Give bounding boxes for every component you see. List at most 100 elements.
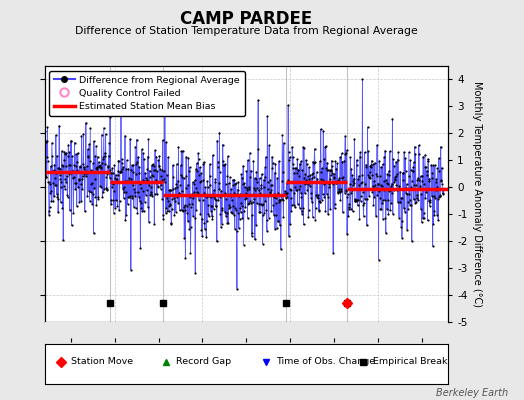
Point <box>218 205 226 211</box>
Point <box>334 188 343 195</box>
Point <box>79 172 87 179</box>
Point <box>412 195 421 202</box>
Point <box>413 192 421 198</box>
Point <box>247 233 256 239</box>
Point <box>286 221 294 228</box>
Point <box>180 204 188 210</box>
Point <box>325 167 334 173</box>
Point <box>180 234 189 241</box>
Point <box>263 217 271 223</box>
Point <box>283 190 291 196</box>
Point <box>324 184 333 191</box>
Point <box>431 162 439 168</box>
Point <box>260 174 269 180</box>
Point <box>145 219 153 225</box>
Point <box>316 126 325 132</box>
Point <box>85 141 93 147</box>
Point <box>71 186 80 192</box>
Point <box>143 166 151 172</box>
Point <box>323 167 332 173</box>
Point <box>42 174 50 180</box>
Point <box>345 186 354 192</box>
Point <box>233 191 242 197</box>
Point <box>200 220 209 226</box>
Point <box>367 162 375 168</box>
Point <box>151 180 160 186</box>
Point <box>61 186 69 193</box>
Point <box>406 202 414 208</box>
Point <box>388 190 396 197</box>
Point <box>368 172 376 179</box>
Point <box>372 170 380 177</box>
Point <box>330 175 338 182</box>
Point <box>206 202 215 209</box>
Point <box>333 179 341 185</box>
Point <box>328 170 336 176</box>
Point <box>401 168 410 174</box>
Point <box>173 178 182 184</box>
Point <box>318 196 326 203</box>
Point <box>198 216 206 222</box>
Point <box>325 181 333 187</box>
Point <box>188 201 196 207</box>
Point <box>97 163 105 170</box>
Point <box>420 215 428 222</box>
Point <box>161 210 170 216</box>
Point <box>399 177 408 183</box>
Point <box>279 197 287 204</box>
Point <box>59 183 68 189</box>
Point <box>62 150 70 156</box>
Point <box>221 161 230 167</box>
Point <box>327 168 335 174</box>
Point <box>278 169 287 175</box>
Point <box>330 174 339 180</box>
Point <box>263 228 271 234</box>
Point <box>423 172 431 179</box>
Point <box>287 195 296 201</box>
Point <box>289 202 298 208</box>
Point <box>328 157 336 164</box>
Point <box>117 156 126 163</box>
Point <box>365 174 374 180</box>
Point <box>336 154 344 160</box>
Text: Record Gap: Record Gap <box>176 358 231 366</box>
Point <box>138 208 146 214</box>
Point <box>435 155 443 162</box>
Point <box>225 205 233 211</box>
Point <box>328 162 336 169</box>
Point <box>307 190 315 196</box>
Point <box>107 201 115 207</box>
Point <box>217 188 225 194</box>
Point <box>297 158 305 164</box>
Point <box>81 208 89 214</box>
Point <box>94 159 103 165</box>
Point <box>74 184 82 190</box>
Point <box>356 198 365 204</box>
Point <box>391 174 399 180</box>
Point <box>183 182 192 188</box>
Point <box>187 250 195 256</box>
Point <box>410 182 419 188</box>
Point <box>135 170 143 177</box>
Point <box>360 186 368 192</box>
Point <box>396 199 404 206</box>
Point <box>71 179 80 186</box>
Point <box>259 211 267 218</box>
Point <box>69 167 77 174</box>
Point <box>53 165 62 172</box>
Point <box>381 147 389 154</box>
Point <box>362 164 370 170</box>
Point <box>100 186 108 192</box>
Point <box>47 198 56 204</box>
Legend: Difference from Regional Average, Quality Control Failed, Estimated Station Mean: Difference from Regional Average, Qualit… <box>49 71 245 116</box>
Point <box>281 192 289 198</box>
Point <box>322 142 330 149</box>
Point <box>162 205 170 212</box>
Point <box>217 207 226 213</box>
Point <box>228 203 237 210</box>
Point <box>194 156 203 162</box>
Point <box>208 203 216 209</box>
Point <box>118 186 127 192</box>
Point <box>84 154 92 160</box>
Point <box>49 180 58 187</box>
